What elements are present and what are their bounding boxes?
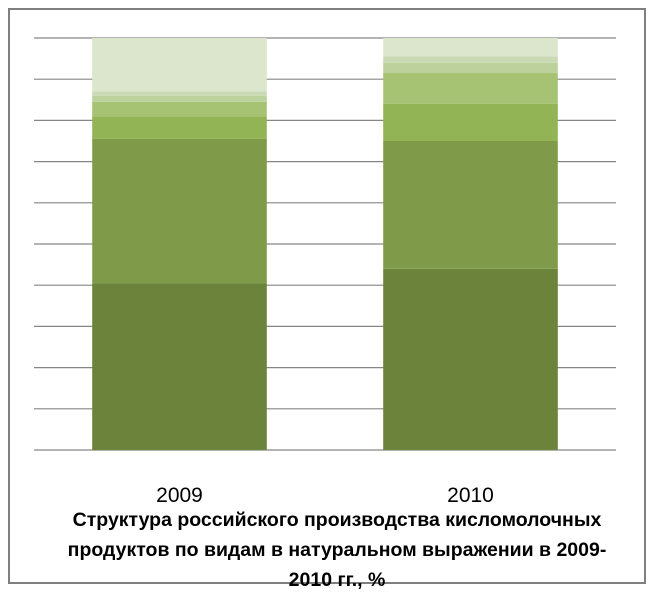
- chart-title: Структура российского производства кисло…: [67, 509, 607, 591]
- bar-segment: [92, 116, 267, 139]
- bar-segment: [92, 38, 267, 92]
- bar-segment: [92, 95, 267, 102]
- bar-segment: [383, 268, 558, 450]
- bar-segment: [92, 138, 267, 284]
- bar-segment: [92, 101, 267, 117]
- bar-segment: [383, 56, 558, 63]
- chart-plot: 2009 2010: [34, 37, 616, 507]
- bar-segment: [383, 141, 558, 269]
- x-tick-label: 2009: [156, 484, 203, 507]
- bar-segment: [383, 62, 558, 74]
- x-tick-label: 2010: [447, 484, 494, 507]
- bar-segment: [92, 91, 267, 96]
- bar-segment: [383, 73, 558, 104]
- chart-area: 2009 2010 Структура российского производс…: [8, 8, 646, 591]
- bar-segment: [383, 103, 558, 141]
- bar-segment: [92, 283, 267, 450]
- bar-segment: [383, 38, 558, 57]
